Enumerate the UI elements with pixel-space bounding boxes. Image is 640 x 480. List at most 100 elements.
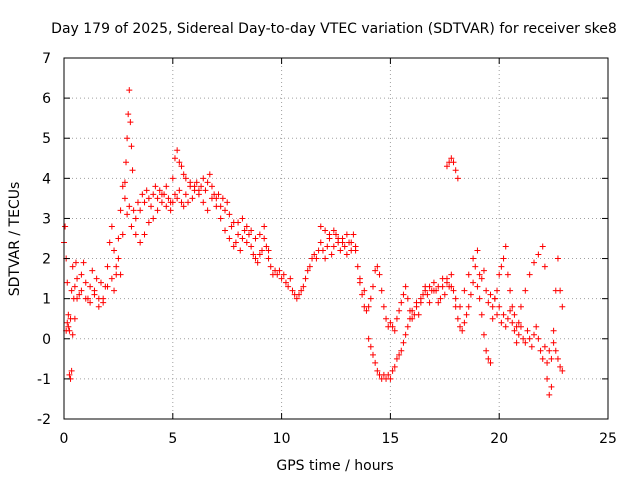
data-point — [108, 275, 115, 282]
data-point — [376, 271, 383, 278]
data-point — [226, 235, 233, 242]
y-axis-label: SDTVAR / TECUs — [7, 182, 23, 297]
data-point — [87, 283, 94, 290]
data-point — [139, 191, 146, 198]
data-point — [526, 335, 533, 342]
data-point — [289, 287, 296, 294]
data-point — [557, 363, 564, 370]
data-point — [108, 223, 115, 230]
data-point — [550, 339, 557, 346]
data-point — [178, 163, 185, 170]
data-point — [354, 263, 361, 270]
data-point — [522, 339, 529, 346]
data-point — [415, 311, 422, 318]
data-point — [470, 255, 477, 262]
data-point — [69, 331, 76, 338]
data-point — [156, 187, 163, 194]
data-point — [348, 239, 355, 246]
data-point — [454, 315, 461, 322]
data-point — [150, 215, 157, 222]
data-point — [296, 291, 303, 298]
data-point — [195, 187, 202, 194]
data-point — [171, 191, 178, 198]
data-point — [511, 327, 518, 334]
data-point — [548, 355, 555, 362]
data-point — [535, 251, 542, 258]
data-point — [217, 215, 224, 222]
data-point — [557, 287, 564, 294]
data-point — [485, 355, 492, 362]
data-point — [502, 323, 509, 330]
data-point — [385, 371, 392, 378]
data-point — [235, 219, 242, 226]
data-point — [322, 227, 329, 234]
data-point — [115, 255, 122, 262]
data-point — [369, 351, 376, 358]
data-point — [265, 247, 272, 254]
data-point — [478, 275, 485, 282]
data-point — [335, 235, 342, 242]
data-point — [263, 243, 270, 250]
data-point — [422, 287, 429, 294]
data-point — [439, 275, 446, 282]
data-point — [533, 323, 540, 330]
data-point — [254, 259, 261, 266]
data-point — [141, 199, 148, 206]
data-point — [517, 303, 524, 310]
data-point — [396, 351, 403, 358]
data-point — [128, 223, 135, 230]
data-point — [430, 279, 437, 286]
data-point — [463, 311, 470, 318]
data-point — [128, 143, 135, 150]
data-point — [465, 271, 472, 278]
data-point — [298, 287, 305, 294]
data-point — [554, 255, 561, 262]
data-point — [330, 243, 337, 250]
data-point — [389, 367, 396, 374]
data-point — [393, 355, 400, 362]
x-tick-label: 10 — [273, 431, 291, 447]
data-point — [302, 275, 309, 282]
data-point — [176, 187, 183, 194]
data-point — [154, 195, 161, 202]
data-point — [387, 319, 394, 326]
data-point — [544, 359, 551, 366]
data-point — [106, 239, 113, 246]
data-point — [448, 271, 455, 278]
data-point — [141, 231, 148, 238]
data-point — [300, 283, 307, 290]
data-point — [265, 255, 272, 262]
data-point — [367, 295, 374, 302]
data-point — [541, 343, 548, 350]
data-point — [504, 271, 511, 278]
data-point — [89, 267, 96, 274]
data-point — [435, 283, 442, 290]
x-tick-label: 0 — [60, 431, 69, 447]
y-tick-label: 2 — [42, 252, 51, 268]
data-point — [480, 331, 487, 338]
data-point — [278, 275, 285, 282]
data-point — [222, 227, 229, 234]
data-point — [531, 259, 538, 266]
data-point — [74, 295, 81, 302]
data-point — [507, 307, 514, 314]
data-point — [76, 291, 83, 298]
data-point — [491, 295, 498, 302]
data-point — [123, 159, 130, 166]
data-point — [129, 167, 136, 174]
data-point — [248, 227, 255, 234]
data-point — [200, 175, 207, 182]
data-point — [359, 291, 366, 298]
x-tick-label: 15 — [381, 431, 399, 447]
data-point — [389, 323, 396, 330]
data-point — [337, 247, 344, 254]
data-point — [515, 331, 522, 338]
data-point — [367, 343, 374, 350]
data-point — [457, 303, 464, 310]
data-point — [132, 231, 139, 238]
data-point — [237, 247, 244, 254]
data-point — [198, 183, 205, 190]
data-point — [450, 159, 457, 166]
data-point — [226, 211, 233, 218]
